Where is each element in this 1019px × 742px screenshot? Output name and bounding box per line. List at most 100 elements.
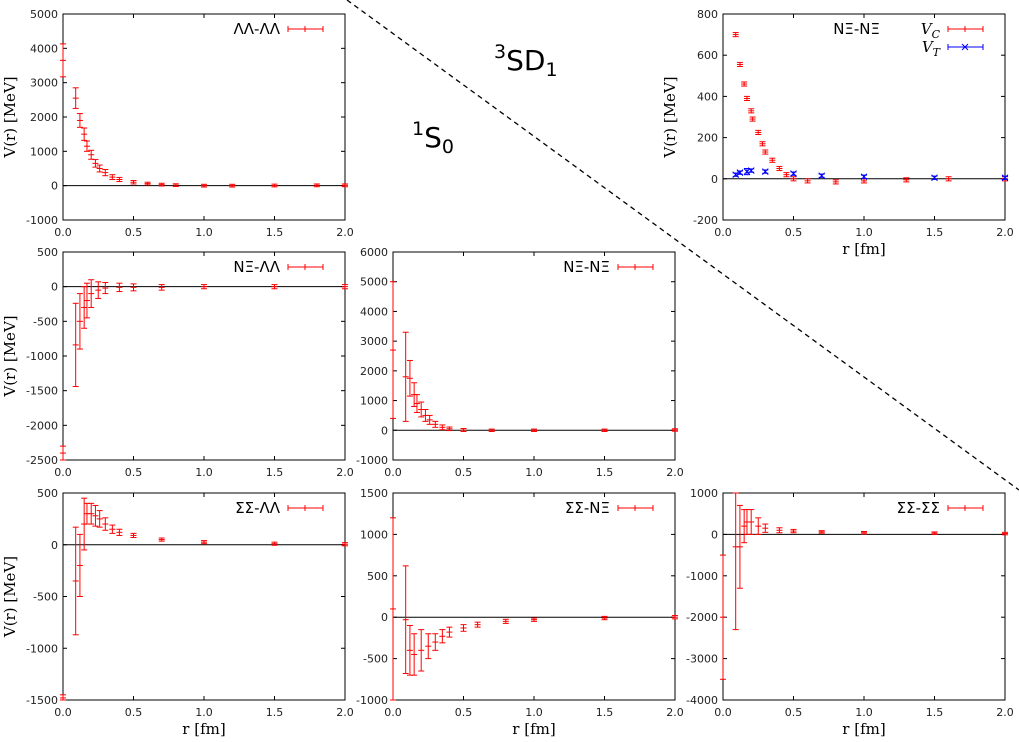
channel-divider <box>346 0 1019 491</box>
x-tick-label: 1.5 <box>596 466 614 479</box>
y-tick-label: -2000 <box>686 611 718 624</box>
panel-0: 0.0 0.5 1.0 1.5 2.0 -1000 0 1000 2000 3000 4000 500… <box>1 8 354 239</box>
data-point <box>749 116 756 122</box>
series-2-0 <box>60 279 348 461</box>
y-tick-label: 0 <box>51 180 58 193</box>
x-tick-label: 1.5 <box>266 466 284 479</box>
data-point <box>60 694 66 701</box>
plot-frame <box>392 492 676 701</box>
data-point <box>271 183 278 188</box>
marker-cross <box>761 168 769 175</box>
panel-1: 0.0 0.5 1.0 1.5 2.0 -200 0 200 400 600 800 V(r) [Me… <box>661 8 1014 258</box>
data-point <box>76 113 83 128</box>
y-tick-label: 1000 <box>690 487 718 500</box>
data-point <box>88 502 95 525</box>
x-tick-label: 0.5 <box>455 706 473 719</box>
y-tick-label: -1000 <box>686 570 718 583</box>
x-tick-label: 0.5 <box>785 226 803 239</box>
x-tick-label: 2.0 <box>336 226 354 239</box>
data-point <box>783 172 790 178</box>
y-tick-label: 0 <box>381 611 388 624</box>
data-point <box>102 517 109 531</box>
y-tick-label: 600 <box>697 49 718 62</box>
data-point <box>769 157 776 163</box>
legend-sample <box>947 43 984 51</box>
data-point <box>102 282 109 295</box>
data-point <box>109 524 116 534</box>
series-1-1 <box>732 167 1009 182</box>
y-tick-label: 1000 <box>360 528 388 541</box>
data-point <box>818 530 825 534</box>
y-tick-label: -1000 <box>356 694 388 707</box>
data-point <box>116 176 123 183</box>
y-tick-label: 800 <box>697 8 718 21</box>
legend-label: ΣΣ-ΣΣ <box>897 499 940 517</box>
data-point <box>432 633 439 651</box>
data-point <box>672 428 678 432</box>
x-tick-label: 0.0 <box>54 706 72 719</box>
y-tick-label: 1000 <box>360 395 388 408</box>
data-point <box>931 531 938 535</box>
x-tick-label: 1.0 <box>195 226 213 239</box>
y-tick-label: -500 <box>363 653 388 666</box>
data-point <box>748 108 755 114</box>
data-point <box>96 164 103 173</box>
data-point <box>130 180 137 185</box>
data-point <box>390 517 396 701</box>
data-point <box>732 171 740 179</box>
y-tick-label: 1500 <box>360 487 388 500</box>
data-point <box>790 176 797 182</box>
data-point <box>488 428 495 432</box>
data-point <box>411 633 418 676</box>
y-tick-label: 0 <box>711 173 718 186</box>
marker-cross <box>736 169 744 176</box>
data-point <box>130 532 137 539</box>
y-tick-label: -1000 <box>356 454 388 467</box>
data-point <box>92 504 99 527</box>
data-point <box>81 127 88 141</box>
data-point <box>72 526 79 636</box>
data-point <box>720 554 726 680</box>
y-tick-label: -200 <box>693 214 718 227</box>
legend-sample <box>617 505 654 511</box>
x-axis-label: r [fm] <box>842 240 885 258</box>
panel-6: 0.0 0.5 1.0 1.5 2.0 -4000 -3000 -2000 -1000 0 1000… <box>686 487 1014 738</box>
plot-frame <box>62 13 346 221</box>
data-point <box>860 173 868 181</box>
x-tick-label: 0.5 <box>125 706 143 719</box>
y-tick-label: -1000 <box>26 350 58 363</box>
annotation-3sd1: 3SD1 <box>494 41 558 81</box>
annotation-1s0: 1S0 <box>412 118 454 158</box>
x-tick-label: 0.5 <box>455 466 473 479</box>
data-point <box>83 282 90 319</box>
x-tick-label: 2.0 <box>336 466 354 479</box>
data-point <box>931 174 938 182</box>
data-point <box>1002 531 1008 536</box>
data-point <box>861 531 867 535</box>
x-tick-label: 1.5 <box>596 706 614 719</box>
data-point <box>776 527 783 534</box>
x-axis-label: r [fm] <box>842 720 885 738</box>
data-point <box>736 504 743 589</box>
y-tick-label: 0 <box>51 281 58 294</box>
data-point <box>102 169 109 177</box>
data-point <box>790 170 797 178</box>
data-point <box>432 420 439 428</box>
data-point <box>601 615 608 621</box>
x-tick-label: 1.5 <box>926 706 944 719</box>
legend-title: NΞ-NΞ <box>833 20 880 38</box>
data-point <box>130 283 137 292</box>
data-point <box>172 183 179 188</box>
x-axis-label: r [fm] <box>182 720 225 738</box>
data-point <box>201 183 207 188</box>
x-tick-label: 0.0 <box>714 226 732 239</box>
data-point <box>741 509 748 544</box>
y-axis-label: V(r) [MeV] <box>1 76 19 158</box>
data-point <box>743 95 750 102</box>
x-tick-label: 1.5 <box>926 226 944 239</box>
y-tick-label: -1000 <box>26 642 58 655</box>
legend-label: NΞ-ΛΛ <box>233 258 280 276</box>
x-tick-label: 2.0 <box>336 706 354 719</box>
x-tick-label: 0.5 <box>785 706 803 719</box>
data-point <box>755 517 762 535</box>
